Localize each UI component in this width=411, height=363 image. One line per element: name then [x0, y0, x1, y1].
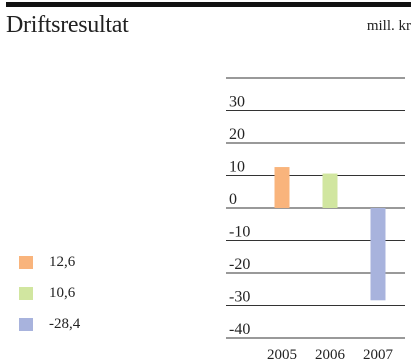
bar-2006 [322, 173, 338, 208]
y-tick-label: -20 [229, 256, 250, 273]
legend-label-2006: 10,6 [49, 285, 76, 301]
x-tick-label-2007: 2007 [363, 347, 394, 363]
y-tick-label: -30 [229, 289, 250, 306]
y-tick-label: 10 [229, 159, 245, 176]
bar-2005 [274, 167, 290, 208]
legend-swatch-2006 [19, 287, 33, 300]
y-tick-label: -40 [229, 321, 250, 338]
y-tick-label: 30 [229, 94, 245, 111]
legend-label-2005: 12,6 [49, 254, 76, 270]
y-tick-label: -10 [229, 224, 250, 241]
y-tick-label: 0 [229, 191, 237, 208]
legend-swatch-2005 [19, 256, 33, 269]
unit-label: mill. kr [366, 18, 411, 34]
top-rule [6, 2, 411, 7]
bar-2007 [370, 208, 386, 301]
legend-swatch-2007 [19, 318, 33, 331]
chart-title: Driftsresultat [6, 12, 129, 38]
y-tick-label: 20 [229, 126, 245, 143]
legend-label-2007: -28,4 [49, 316, 81, 332]
x-tick-label-2006: 2006 [315, 347, 346, 363]
x-tick-label-2005: 2005 [267, 347, 297, 363]
